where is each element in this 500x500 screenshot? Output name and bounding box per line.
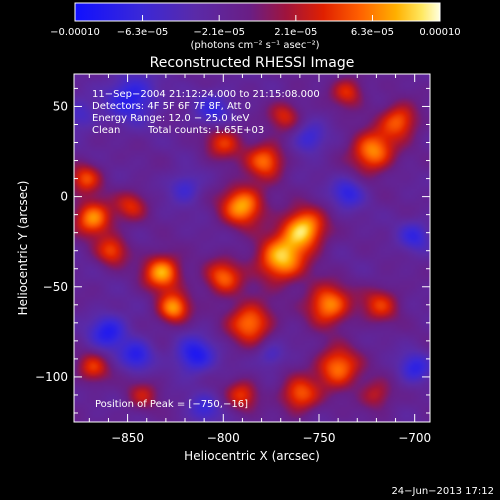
colorbar-tick-label: 6.3e−05 (351, 27, 394, 38)
heatmap-image (74, 74, 430, 422)
footer-date: 24−Jun−2013 17:12 (391, 486, 494, 497)
y-axis-label: Heliocentric Y (arcsec) (16, 181, 30, 316)
total-counts-annotation: Total counts: 1.65E+03 (147, 125, 264, 136)
y-tick-label: −50 (43, 280, 68, 294)
colorbar-tick-label: −0.00010 (50, 27, 100, 38)
x-tick-label: −750 (303, 431, 336, 445)
chart-title: Reconstructed RHESSI Image (150, 55, 355, 71)
x-axis-label: Heliocentric X (arcsec) (184, 449, 320, 463)
colorbar-tick-label: −6.3e−05 (117, 27, 169, 38)
energy-annotation: Energy Range: 12.0 − 25.0 keV (92, 113, 249, 124)
axis-tick-labels: −850 −800 −750 −700 −100 −50 0 50 (35, 99, 431, 445)
plot-frame (73, 73, 431, 423)
y-tick-label: 50 (53, 99, 68, 113)
time-range-annotation: 11−Sep−2004 21:12:24.000 to 21:15:08.000 (92, 89, 320, 100)
y-tick-label: −100 (35, 370, 68, 384)
colorbar-tick-label: 2.1e−05 (274, 27, 317, 38)
colorbar-units: (photons cm⁻² s⁻¹ asec⁻²) (190, 40, 319, 51)
colorbar-tick-label: −2.1e−05 (193, 27, 245, 38)
axis-ticks (74, 74, 430, 422)
x-tick-label: −800 (207, 431, 240, 445)
peak-position-annotation: Position of Peak = [−750,−16] (95, 399, 248, 410)
colorbar (74, 2, 441, 22)
x-tick-label: −700 (398, 431, 431, 445)
colorbar-tick-label: 0.00010 (419, 27, 460, 38)
colorbar-ticks (74, 15, 441, 21)
detectors-annotation: Detectors: 4F 5F 6F 7F 8F, Att 0 (92, 101, 251, 112)
method-annotation: Clean (92, 125, 120, 136)
heatmap-area (74, 74, 430, 422)
colorbar-tick-labels: −0.00010 −6.3e−05 −2.1e−05 2.1e−05 6.3e−05 0.… (50, 27, 461, 38)
x-tick-label: −850 (111, 431, 144, 445)
y-tick-label: 0 (60, 190, 68, 204)
